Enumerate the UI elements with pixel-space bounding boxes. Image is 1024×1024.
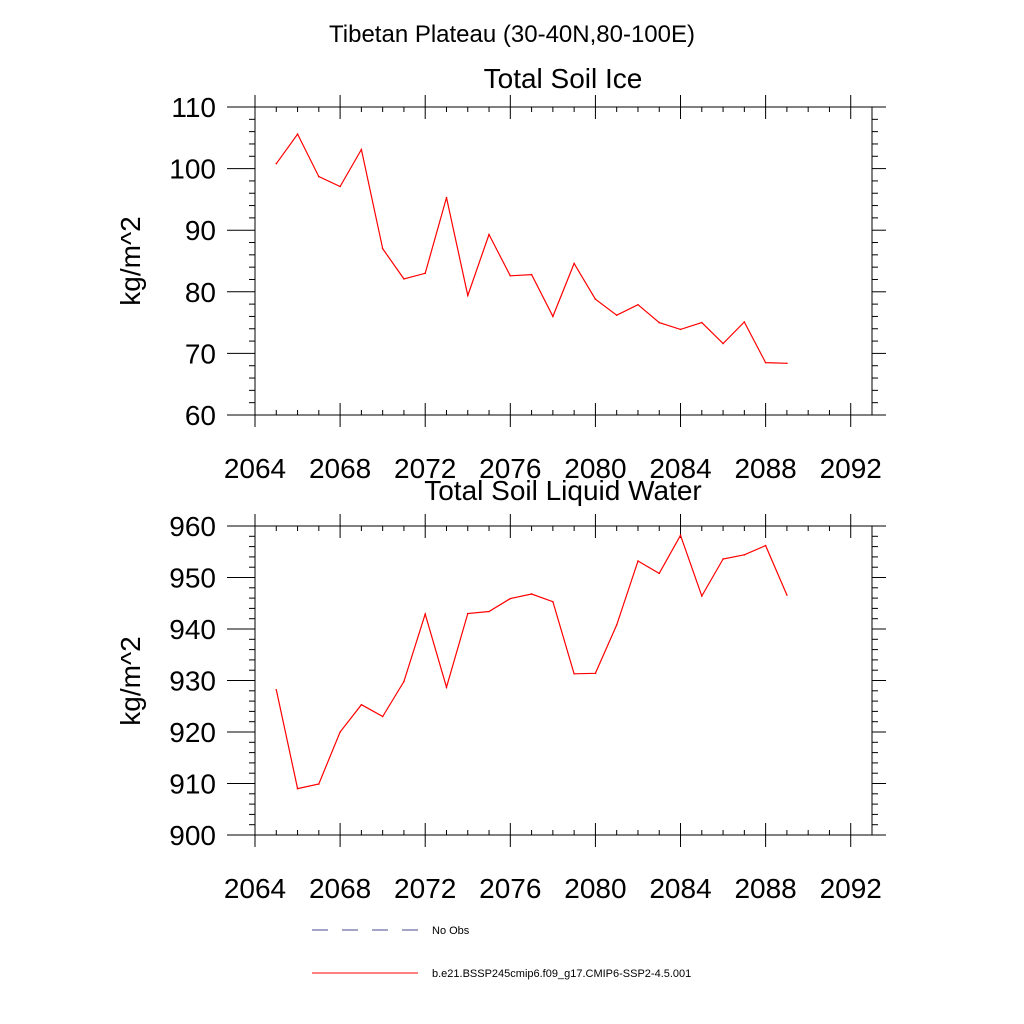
data-point bbox=[764, 361, 767, 364]
data-point bbox=[360, 703, 363, 706]
data-point bbox=[594, 298, 597, 300]
data-point bbox=[764, 544, 767, 547]
x-tick-label: 2084 bbox=[649, 453, 711, 484]
data-point bbox=[318, 783, 320, 785]
data-point bbox=[679, 534, 682, 537]
panel-soil-ice: Total Soil Ice kg/m^2 2064 2068 2072 2076 20… bbox=[115, 63, 886, 484]
data-point bbox=[424, 272, 427, 275]
data-point bbox=[466, 612, 469, 615]
data-point bbox=[700, 595, 703, 597]
data-point bbox=[381, 715, 384, 718]
data-point bbox=[637, 560, 639, 562]
data-point bbox=[722, 342, 724, 345]
data-point bbox=[615, 624, 618, 626]
data-point bbox=[509, 597, 512, 600]
data-point bbox=[679, 328, 682, 331]
y-tick-label: 70 bbox=[185, 338, 216, 369]
y-tick-label: 950 bbox=[169, 563, 216, 594]
data-point bbox=[296, 787, 299, 790]
data-point bbox=[509, 274, 512, 277]
data-point bbox=[275, 162, 278, 165]
y-tick-label: 900 bbox=[169, 820, 216, 851]
y-axis-label: kg/m^2 bbox=[115, 636, 146, 725]
data-point bbox=[700, 321, 703, 324]
y-axis-label: kg/m^2 bbox=[115, 216, 146, 305]
panel-title: Total Soil Ice bbox=[484, 63, 643, 94]
figure-suptitle: Tibetan Plateau (30-40N,80-100E) bbox=[329, 21, 695, 48]
y-tick-label: 60 bbox=[185, 400, 216, 431]
data-point bbox=[658, 321, 661, 324]
data-point bbox=[530, 593, 533, 595]
data-point bbox=[637, 303, 639, 306]
data-point bbox=[403, 278, 405, 280]
x-tick-label: 2072 bbox=[394, 453, 456, 484]
data-point bbox=[318, 175, 320, 178]
panel-soil-liquid-water: Total Soil Liquid Water kg/m^2 2064 2068 2… bbox=[115, 475, 886, 904]
data-point bbox=[466, 294, 469, 297]
data-point bbox=[275, 688, 278, 691]
x-tick-label: 2068 bbox=[309, 453, 371, 484]
y-tick-label: 110 bbox=[171, 92, 216, 123]
x-tick-label: 2084 bbox=[649, 873, 711, 904]
x-tick-label: 2064 bbox=[224, 873, 286, 904]
y-tick-label: 960 bbox=[169, 511, 216, 542]
y-tick-label: 930 bbox=[169, 666, 216, 697]
data-point bbox=[552, 600, 554, 603]
data-point bbox=[594, 672, 597, 675]
y-tick-label: 920 bbox=[169, 717, 216, 748]
y-tick-label: 100 bbox=[169, 154, 216, 185]
data-point bbox=[488, 233, 490, 236]
data-point bbox=[445, 196, 448, 199]
y-tick-label: 90 bbox=[185, 215, 216, 246]
data-point bbox=[786, 362, 788, 365]
x-tick-label: 2072 bbox=[394, 873, 456, 904]
data-point bbox=[743, 321, 746, 323]
data-point bbox=[488, 610, 490, 613]
data-point bbox=[573, 262, 575, 265]
plot-frame bbox=[254, 525, 873, 836]
data-point bbox=[360, 148, 363, 151]
x-tick-label: 2092 bbox=[820, 873, 882, 904]
data-point bbox=[658, 572, 661, 575]
data-point bbox=[381, 247, 384, 250]
x-tick-label: 2088 bbox=[734, 453, 796, 484]
data-point bbox=[552, 315, 554, 318]
data-point bbox=[339, 185, 341, 188]
legend: No Obs b.e21.BSSP245cmip6.f09_g17.CMIP6-… bbox=[312, 925, 691, 980]
data-point bbox=[296, 133, 299, 135]
data-point bbox=[339, 731, 341, 733]
legend-label: No Obs bbox=[432, 925, 470, 937]
data-point bbox=[424, 613, 427, 615]
data-point bbox=[573, 673, 575, 675]
x-tick-label: 2080 bbox=[564, 873, 626, 904]
series-line bbox=[275, 132, 787, 364]
data-point bbox=[403, 680, 405, 683]
data-point bbox=[743, 554, 746, 556]
x-tick-label: 2064 bbox=[224, 453, 286, 484]
data-point bbox=[786, 594, 788, 596]
x-tick-label: 2088 bbox=[734, 873, 796, 904]
y-tick-label: 910 bbox=[169, 769, 216, 800]
legend-label: b.e21.BSSP245cmip6.f09_g17.CMIP6-SSP2-4.… bbox=[432, 968, 691, 980]
x-tick-label: 2092 bbox=[820, 453, 882, 484]
data-point bbox=[722, 558, 724, 560]
data-point bbox=[530, 273, 533, 276]
plot-frame bbox=[254, 106, 873, 416]
x-tick-label: 2076 bbox=[479, 873, 541, 904]
series-line bbox=[275, 533, 788, 790]
x-tick-label: 2068 bbox=[309, 873, 371, 904]
panel-title: Total Soil Liquid Water bbox=[424, 475, 702, 506]
y-tick-label: 940 bbox=[169, 614, 216, 645]
data-point bbox=[615, 314, 618, 317]
y-tick-label: 80 bbox=[185, 277, 216, 308]
x-tick-label: 2076 bbox=[479, 453, 541, 484]
x-tick-label: 2080 bbox=[564, 453, 626, 484]
data-point bbox=[445, 686, 448, 688]
